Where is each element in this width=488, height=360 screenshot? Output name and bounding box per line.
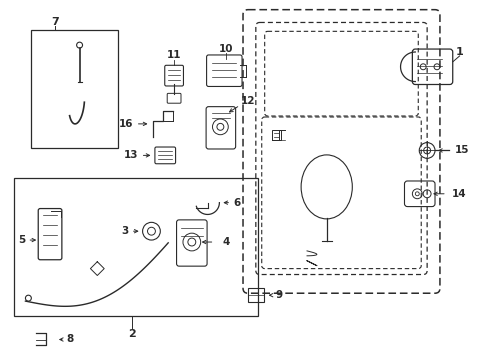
Text: 3: 3	[122, 226, 128, 236]
Text: 8: 8	[67, 334, 74, 345]
Text: 5: 5	[18, 235, 25, 245]
Text: 10: 10	[219, 44, 233, 54]
Text: 16: 16	[119, 119, 133, 129]
Text: 14: 14	[451, 189, 466, 199]
Bar	[247, 288, 263, 302]
Text: 1: 1	[455, 47, 463, 57]
Text: 2: 2	[128, 329, 135, 339]
Text: 12: 12	[240, 96, 255, 106]
Text: 4: 4	[222, 237, 229, 247]
Bar	[271, 130, 281, 140]
Text: 7: 7	[51, 18, 59, 27]
Text: 11: 11	[166, 50, 181, 60]
Bar	[31, 30, 118, 148]
Bar	[14, 178, 257, 316]
Text: 13: 13	[124, 150, 139, 161]
Text: 6: 6	[233, 198, 240, 208]
Text: 9: 9	[275, 290, 282, 300]
Text: 15: 15	[454, 145, 468, 156]
